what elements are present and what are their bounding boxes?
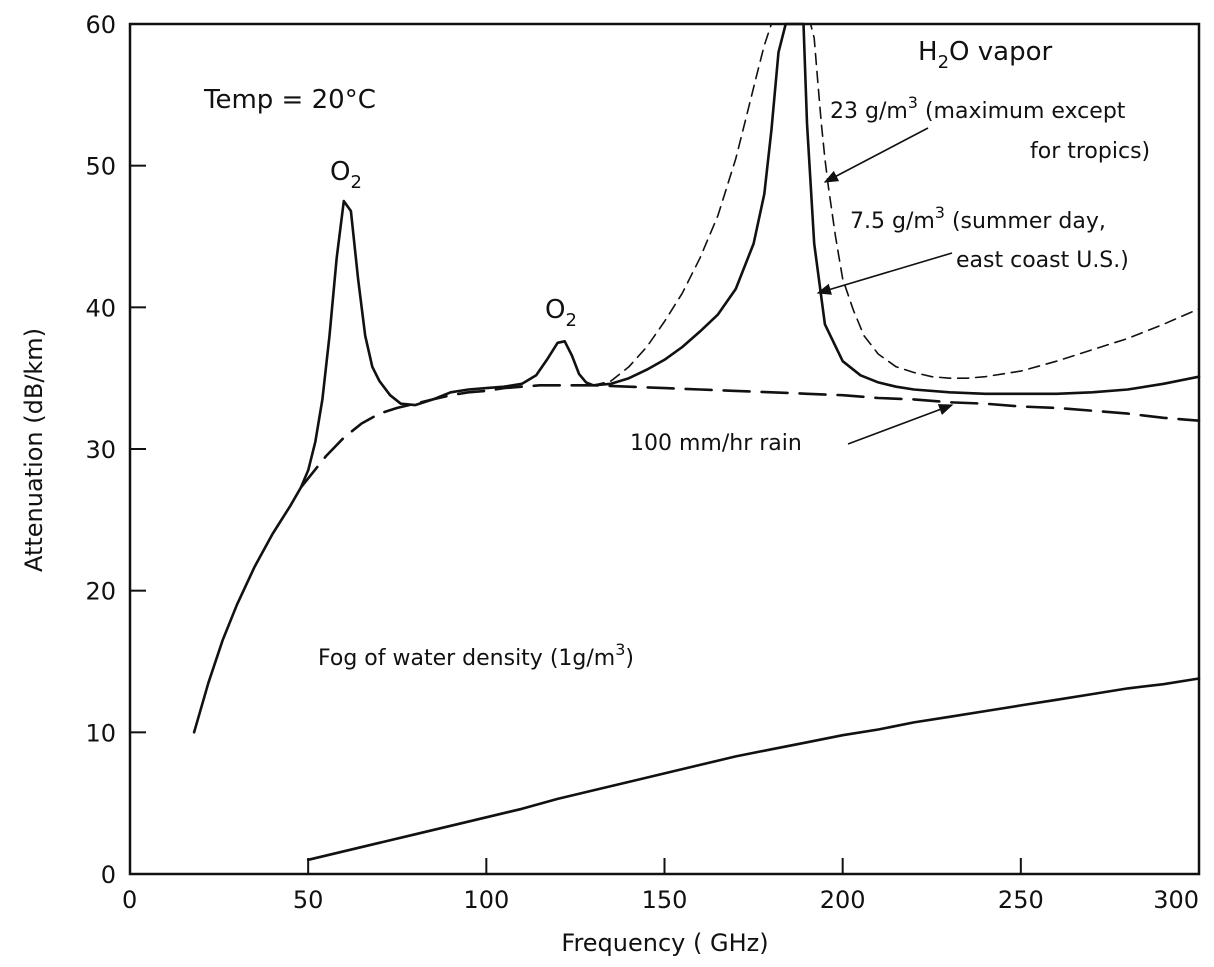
series-line-dashed-1 [299,383,1201,489]
x-tick-label: 300 [1153,886,1199,914]
y-tick-label: 20 [85,578,116,606]
fog-label: Fog of water density (1g/m3) [318,640,634,671]
vapor-23-label-line1: 23 g/m3 (maximum except [830,93,1126,124]
h2o-vapor-label: H2O vapor [918,37,1052,73]
y-tick-label: 10 [85,719,116,747]
series-layer [192,22,1201,862]
vapor-75-label-line2: east coast U.S.) [956,248,1129,273]
x-tick-label: 150 [642,886,688,914]
x-tick-label: 0 [122,886,137,914]
y-tick-label: 50 [85,153,116,181]
x-tick-label: 100 [463,886,509,914]
x-tick-label: 250 [998,886,1044,914]
temp-annotation: Temp = 20°C [203,85,376,115]
arrow-23 [823,127,929,183]
tick-labels: 0 50 100 150 200 250 300 0 10 20 30 40 50 60 [85,11,1199,914]
arrow-rain [847,404,954,445]
o2-label-120: O2 [545,295,577,331]
x-tick-label: 200 [820,886,866,914]
y-tick-label: 30 [85,436,116,464]
y-tick-label: 60 [85,11,116,39]
vapor-75-label-line1: 7.5 g/m3 (summer day, [850,203,1106,234]
rain-label: 100 mm/hr rain [630,431,802,456]
y-tick-label: 0 [101,861,116,889]
vapor-23-label-line2: for tropics) [1030,139,1150,164]
series-line-solid-3 [306,677,1201,862]
y-tick-label: 40 [85,294,116,322]
o2-label-60: O2 [330,157,362,193]
x-tick-label: 50 [293,886,324,914]
arrow-75 [816,252,953,295]
y-axis-title: Attenuation (dB/km) [20,328,48,572]
x-axis-title: Frequency ( GHz) [561,929,768,957]
series-line-solid-0 [192,22,1201,734]
series-line-dashed-fine-2 [592,23,1200,387]
